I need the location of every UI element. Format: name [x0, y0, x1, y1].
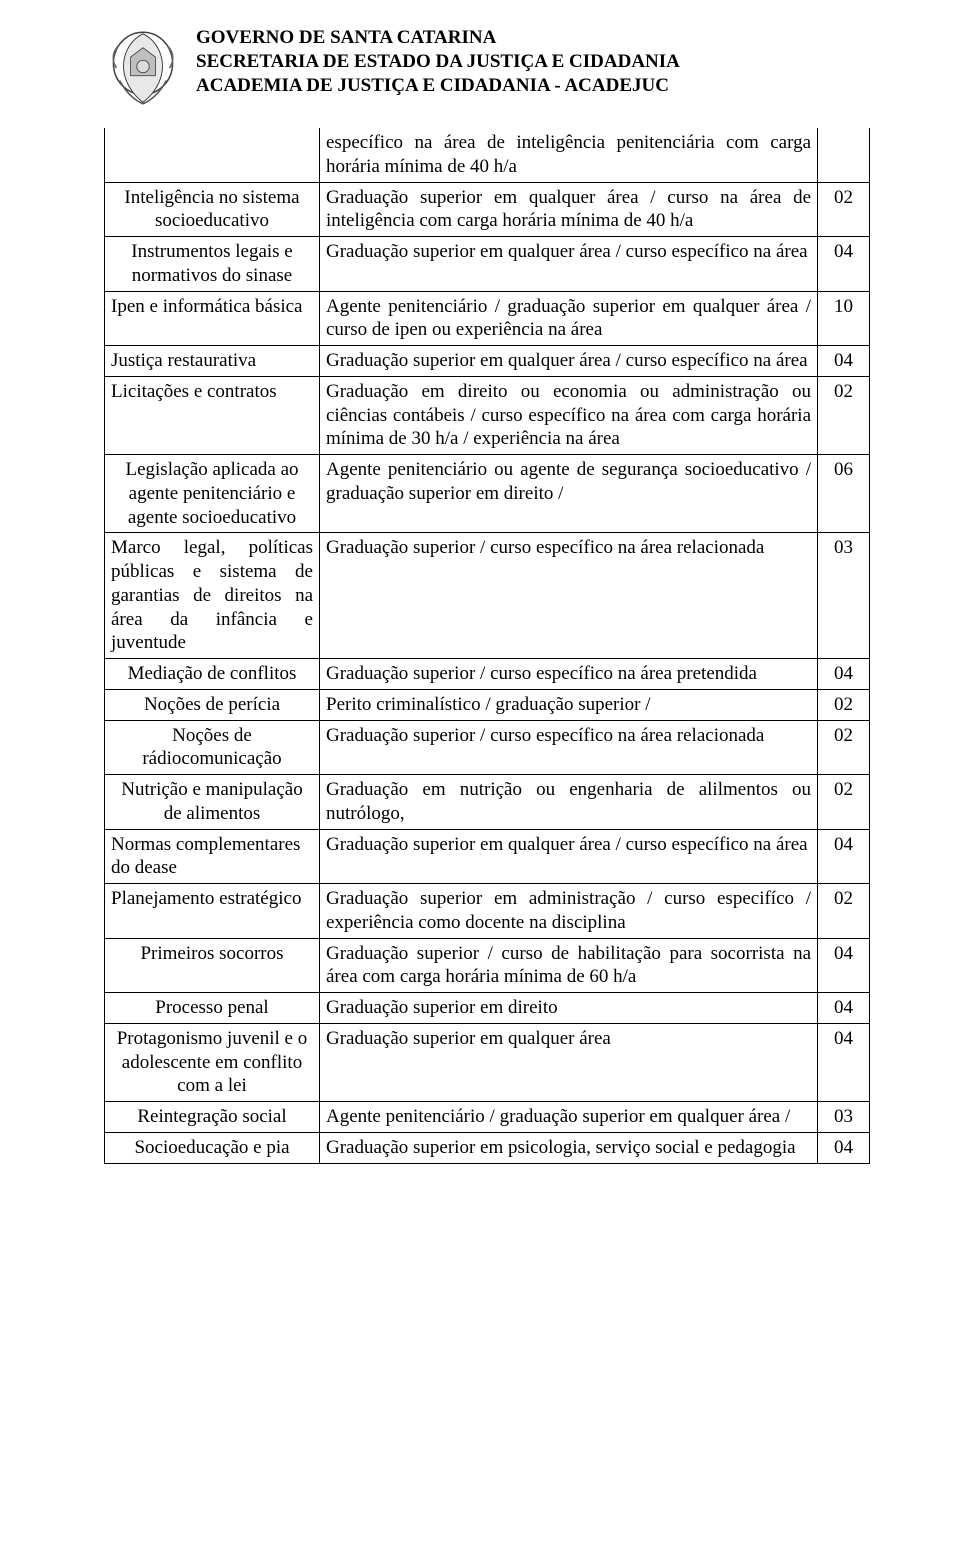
cell-requirement: Graduação superior / curso de habilitaçã…	[320, 938, 818, 993]
cell-count: 04	[818, 938, 870, 993]
cell-count: 06	[818, 455, 870, 533]
cell-topic: Inteligência no sistema socioeducativo	[105, 182, 320, 237]
cell-requirement: Graduação superior em qualquer área / cu…	[320, 182, 818, 237]
cell-topic: Noções de rádiocomunicação	[105, 720, 320, 775]
header-line-3: ACADEMIA DE JUSTIÇA E CIDADANIA - ACADEJ…	[196, 74, 680, 98]
cell-topic: Planejamento estratégico	[105, 884, 320, 939]
cell-requirement: específico na área de inteligência penit…	[320, 128, 818, 182]
table-row: Socioeducação e piaGraduação superior em…	[105, 1132, 870, 1163]
cell-topic	[105, 128, 320, 182]
crest-icon	[104, 26, 182, 110]
cell-requirement: Agente penitenciário / graduação superio…	[320, 1102, 818, 1133]
cell-count: 04	[818, 993, 870, 1024]
cell-count: 02	[818, 182, 870, 237]
cell-topic: Noções de perícia	[105, 689, 320, 720]
cell-topic: Instrumentos legais e normativos do sina…	[105, 237, 320, 292]
cell-count: 04	[818, 659, 870, 690]
cell-requirement: Graduação superior em qualquer área / cu…	[320, 237, 818, 292]
cell-requirement: Graduação superior / curso específico na…	[320, 720, 818, 775]
cell-requirement: Graduação superior em administração / cu…	[320, 884, 818, 939]
table-row: Normas complementares do deaseGraduação …	[105, 829, 870, 884]
table-row: Protagonismo juvenil e o adolescente em …	[105, 1023, 870, 1101]
table-row: Mediação de conflitosGraduação superior …	[105, 659, 870, 690]
cell-topic: Ipen e informática básica	[105, 291, 320, 346]
document-header: GOVERNO DE SANTA CATARINA SECRETARIA DE …	[104, 24, 870, 110]
cell-topic: Protagonismo juvenil e o adolescente em …	[105, 1023, 320, 1101]
cell-topic: Normas complementares do dease	[105, 829, 320, 884]
cell-count: 03	[818, 533, 870, 659]
cell-count: 02	[818, 720, 870, 775]
cell-count: 10	[818, 291, 870, 346]
table-row: Processo penalGraduação superior em dire…	[105, 993, 870, 1024]
cell-count: 04	[818, 829, 870, 884]
cell-topic: Nutrição e manipulação de alimentos	[105, 775, 320, 830]
cell-topic: Reintegração social	[105, 1102, 320, 1133]
cell-topic: Marco legal, políticas públicas e sistem…	[105, 533, 320, 659]
cell-count: 04	[818, 346, 870, 377]
table-row: Noções de rádiocomunicaçãoGraduação supe…	[105, 720, 870, 775]
cell-topic: Legislação aplicada ao agente penitenciá…	[105, 455, 320, 533]
cell-count: 04	[818, 237, 870, 292]
requirements-table: específico na área de inteligência penit…	[104, 128, 870, 1164]
table-row: Noções de períciaPerito criminalístico /…	[105, 689, 870, 720]
cell-requirement: Graduação superior em psicologia, serviç…	[320, 1132, 818, 1163]
cell-requirement: Agente penitenciário ou agente de segura…	[320, 455, 818, 533]
table-row: Marco legal, políticas públicas e sistem…	[105, 533, 870, 659]
cell-count: 02	[818, 884, 870, 939]
table-row: Planejamento estratégicoGraduação superi…	[105, 884, 870, 939]
cell-topic: Socioeducação e pia	[105, 1132, 320, 1163]
table-row: Nutrição e manipulação de alimentosGradu…	[105, 775, 870, 830]
table-row: Reintegração socialAgente penitenciário …	[105, 1102, 870, 1133]
cell-topic: Primeiros socorros	[105, 938, 320, 993]
cell-requirement: Graduação superior / curso específico na…	[320, 659, 818, 690]
header-line-2: SECRETARIA DE ESTADO DA JUSTIÇA E CIDADA…	[196, 50, 680, 74]
table-row: Inteligência no sistema socioeducativoGr…	[105, 182, 870, 237]
cell-count	[818, 128, 870, 182]
cell-requirement: Graduação superior em qualquer área / cu…	[320, 346, 818, 377]
cell-requirement: Perito criminalístico / graduação superi…	[320, 689, 818, 720]
table-row: Ipen e informática básicaAgente penitenc…	[105, 291, 870, 346]
table-body: específico na área de inteligência penit…	[105, 128, 870, 1163]
cell-count: 03	[818, 1102, 870, 1133]
table-row: específico na área de inteligência penit…	[105, 128, 870, 182]
header-line-1: GOVERNO DE SANTA CATARINA	[196, 26, 680, 50]
cell-requirement: Graduação superior em qualquer área / cu…	[320, 829, 818, 884]
table-row: Justiça restaurativaGraduação superior e…	[105, 346, 870, 377]
cell-requirement: Graduação em nutrição ou engenharia de a…	[320, 775, 818, 830]
cell-count: 02	[818, 376, 870, 454]
cell-topic: Mediação de conflitos	[105, 659, 320, 690]
cell-topic: Justiça restaurativa	[105, 346, 320, 377]
cell-count: 04	[818, 1132, 870, 1163]
table-row: Licitações e contratosGraduação em direi…	[105, 376, 870, 454]
table-row: Instrumentos legais e normativos do sina…	[105, 237, 870, 292]
cell-topic: Licitações e contratos	[105, 376, 320, 454]
table-row: Legislação aplicada ao agente penitenciá…	[105, 455, 870, 533]
cell-topic: Processo penal	[105, 993, 320, 1024]
table-row: Primeiros socorrosGraduação superior / c…	[105, 938, 870, 993]
cell-requirement: Graduação superior em direito	[320, 993, 818, 1024]
cell-count: 04	[818, 1023, 870, 1101]
cell-count: 02	[818, 775, 870, 830]
cell-requirement: Graduação superior / curso específico na…	[320, 533, 818, 659]
cell-count: 02	[818, 689, 870, 720]
cell-requirement: Graduação superior em qualquer área	[320, 1023, 818, 1101]
cell-requirement: Graduação em direito ou economia ou admi…	[320, 376, 818, 454]
cell-requirement: Agente penitenciário / graduação superio…	[320, 291, 818, 346]
header-text-block: GOVERNO DE SANTA CATARINA SECRETARIA DE …	[196, 24, 680, 97]
